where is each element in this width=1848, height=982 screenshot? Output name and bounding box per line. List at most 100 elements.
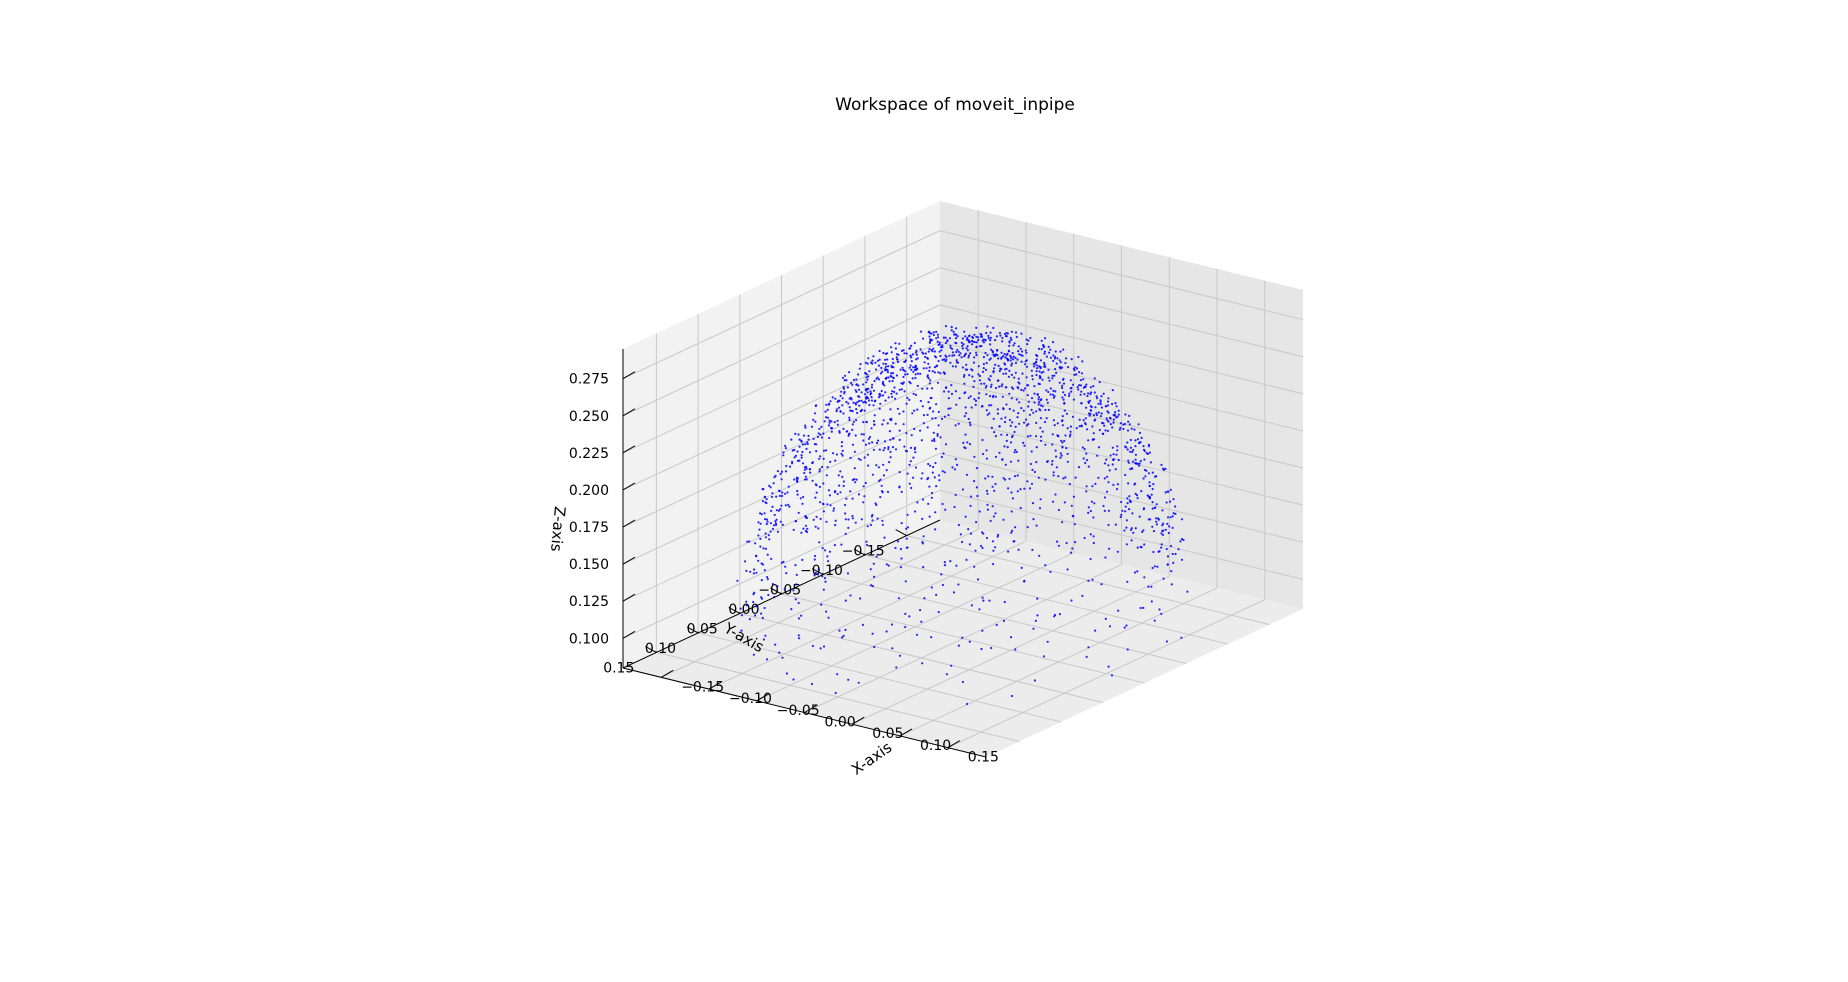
data-point — [1180, 636, 1183, 639]
data-point — [1136, 497, 1139, 500]
data-point — [840, 445, 843, 448]
data-point — [819, 517, 822, 521]
data-point — [1000, 433, 1003, 436]
data-point — [924, 355, 927, 359]
data-point — [931, 387, 934, 390]
data-point — [886, 422, 889, 425]
data-point — [1000, 356, 1003, 359]
data-point — [1074, 476, 1077, 479]
data-point — [904, 625, 907, 629]
data-point — [906, 396, 909, 399]
data-point — [955, 403, 958, 406]
data-point — [1001, 336, 1004, 340]
data-point — [1052, 354, 1055, 357]
data-point — [919, 399, 923, 403]
data-point — [1051, 377, 1054, 380]
data-point — [964, 433, 967, 436]
data-point — [784, 492, 787, 495]
data-point — [1087, 506, 1090, 509]
x-tick-mark — [756, 693, 769, 702]
data-point — [982, 341, 986, 344]
data-point — [1089, 557, 1092, 561]
data-point — [896, 407, 900, 410]
data-point — [967, 417, 970, 421]
x-tick-mark — [947, 740, 961, 749]
data-point — [1011, 497, 1015, 500]
data-point — [1116, 445, 1119, 448]
data-point — [1048, 351, 1051, 354]
data-point — [1040, 348, 1043, 351]
data-point — [1059, 456, 1062, 459]
data-point — [972, 340, 975, 343]
data-point — [922, 498, 925, 501]
data-point — [1078, 418, 1081, 421]
data-point — [899, 566, 903, 569]
data-point — [1127, 482, 1130, 485]
data-point — [903, 390, 906, 393]
data-point — [1025, 365, 1029, 368]
data-point — [882, 394, 885, 397]
data-point — [877, 439, 880, 442]
data-point — [997, 364, 1000, 367]
data-point — [928, 335, 931, 338]
data-point — [1072, 495, 1075, 498]
y-tick-mark — [686, 626, 699, 634]
data-point — [1024, 387, 1027, 390]
data-point — [1017, 350, 1020, 353]
data-point — [1043, 420, 1047, 424]
data-point — [843, 379, 846, 382]
data-point — [820, 436, 824, 439]
data-point — [944, 443, 948, 446]
data-point — [940, 346, 943, 349]
x-tick-label: 0.00 — [825, 715, 856, 731]
data-point — [891, 647, 894, 650]
data-point — [955, 564, 958, 567]
data-point — [994, 482, 997, 486]
data-point — [933, 371, 937, 374]
data-point — [916, 372, 920, 375]
data-point — [1092, 432, 1095, 435]
data-point — [992, 515, 996, 518]
data-point — [898, 412, 901, 415]
data-point — [994, 395, 997, 398]
data-point — [1162, 467, 1165, 470]
data-point — [903, 352, 906, 355]
data-point — [913, 448, 916, 451]
data-point — [1064, 434, 1067, 437]
data-point — [1140, 546, 1143, 549]
data-point — [819, 647, 822, 650]
data-point — [1057, 544, 1060, 547]
data-point — [855, 408, 858, 411]
data-point — [871, 585, 874, 588]
data-point — [840, 452, 843, 455]
data-point — [1125, 624, 1128, 627]
data-point — [828, 421, 831, 424]
data-point — [862, 401, 865, 404]
data-point — [880, 366, 883, 369]
data-point — [979, 332, 982, 336]
data-point — [1025, 424, 1028, 427]
data-point — [764, 634, 767, 637]
data-point — [1174, 552, 1177, 556]
data-point — [762, 547, 765, 550]
data-point — [855, 383, 858, 386]
data-point — [1126, 441, 1129, 444]
data-point — [1038, 507, 1042, 510]
data-point — [1082, 457, 1085, 460]
data-point — [1126, 580, 1129, 583]
data-point — [1095, 412, 1098, 415]
data-point — [1134, 445, 1137, 448]
data-point — [797, 634, 800, 637]
data-point — [995, 335, 999, 338]
data-point — [908, 366, 911, 369]
data-point — [910, 434, 913, 437]
data-point — [934, 461, 937, 465]
data-point — [888, 430, 892, 433]
data-point — [1112, 421, 1115, 424]
data-point — [1014, 371, 1017, 374]
data-point — [1151, 471, 1154, 474]
data-point — [819, 501, 822, 504]
data-point — [752, 600, 755, 604]
data-point — [983, 382, 986, 385]
data-point — [1138, 515, 1141, 518]
